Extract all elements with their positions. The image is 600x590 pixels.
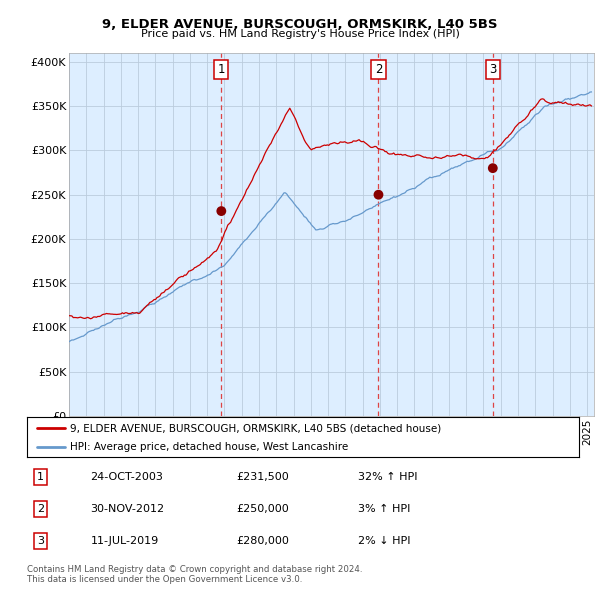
Text: 11-JUL-2019: 11-JUL-2019 xyxy=(91,536,159,546)
Text: 3: 3 xyxy=(489,63,496,76)
Point xyxy=(488,163,497,173)
Text: 1: 1 xyxy=(218,63,225,76)
Text: 30-NOV-2012: 30-NOV-2012 xyxy=(91,504,164,514)
Point xyxy=(374,190,383,199)
Text: £231,500: £231,500 xyxy=(237,472,290,482)
Text: 9, ELDER AVENUE, BURSCOUGH, ORMSKIRK, L40 5BS (detached house): 9, ELDER AVENUE, BURSCOUGH, ORMSKIRK, L4… xyxy=(70,424,442,434)
Text: 3% ↑ HPI: 3% ↑ HPI xyxy=(358,504,410,514)
Text: 9, ELDER AVENUE, BURSCOUGH, ORMSKIRK, L40 5BS: 9, ELDER AVENUE, BURSCOUGH, ORMSKIRK, L4… xyxy=(102,18,498,31)
Text: 24-OCT-2003: 24-OCT-2003 xyxy=(91,472,163,482)
Text: Contains HM Land Registry data © Crown copyright and database right 2024.: Contains HM Land Registry data © Crown c… xyxy=(27,565,362,573)
Text: Price paid vs. HM Land Registry's House Price Index (HPI): Price paid vs. HM Land Registry's House … xyxy=(140,29,460,39)
Text: 2% ↓ HPI: 2% ↓ HPI xyxy=(358,536,410,546)
Text: 2: 2 xyxy=(37,504,44,514)
Text: 3: 3 xyxy=(37,536,44,546)
Text: £250,000: £250,000 xyxy=(237,504,290,514)
Text: HPI: Average price, detached house, West Lancashire: HPI: Average price, detached house, West… xyxy=(70,442,349,452)
Text: 2: 2 xyxy=(375,63,382,76)
Text: £280,000: £280,000 xyxy=(237,536,290,546)
Point xyxy=(217,206,226,216)
Text: This data is licensed under the Open Government Licence v3.0.: This data is licensed under the Open Gov… xyxy=(27,575,302,584)
Text: 32% ↑ HPI: 32% ↑ HPI xyxy=(358,472,418,482)
Text: 1: 1 xyxy=(37,472,44,482)
